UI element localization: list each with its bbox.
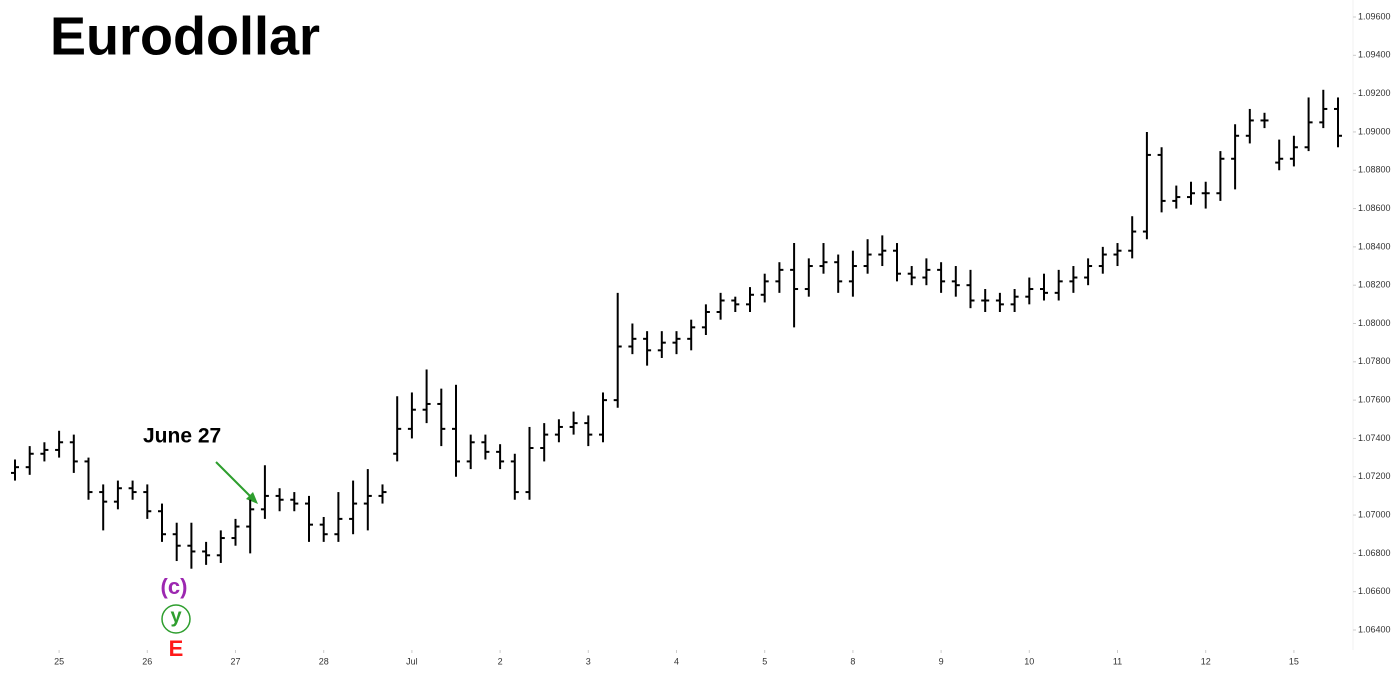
x-tick-label: 26 [142,656,152,666]
y-tick-label: 1.08200 [1358,280,1391,290]
wave-label-e: E [169,636,184,661]
wave-label-c: (c) [161,574,188,599]
x-tick-label: 28 [319,656,329,666]
y-tick-label: 1.06800 [1358,548,1391,558]
x-tick-label: 12 [1201,656,1211,666]
x-tick-label: 25 [54,656,64,666]
x-tick-label: 15 [1289,656,1299,666]
x-tick-label: 8 [850,656,855,666]
annotation-date: June 27 [143,425,221,448]
x-tick-label: 10 [1024,656,1034,666]
annotation-arrowhead [246,492,258,504]
y-tick-label: 1.07800 [1358,356,1391,366]
y-tick-label: 1.06400 [1358,624,1391,634]
y-tick-label: 1.07400 [1358,433,1391,443]
y-tick-label: 1.08400 [1358,241,1391,251]
y-tick-label: 1.09000 [1358,126,1391,136]
y-tick-label: 1.07000 [1358,509,1391,519]
x-tick-label: 5 [762,656,767,666]
x-tick-label: 4 [674,656,679,666]
wave-label-y: y [170,605,182,627]
y-tick-label: 1.08000 [1358,318,1391,328]
y-tick-label: 1.09600 [1358,11,1391,21]
x-tick-label: 3 [586,656,591,666]
wave-circle [161,604,191,634]
x-tick-label: Jul [406,656,418,666]
y-tick-label: 1.08600 [1358,203,1391,213]
y-tick-label: 1.07600 [1358,395,1391,405]
x-tick-label: 27 [230,656,240,666]
x-tick-label: 2 [498,656,503,666]
y-tick-label: 1.06600 [1358,586,1391,596]
y-tick-label: 1.09200 [1358,88,1391,98]
y-tick-label: 1.08800 [1358,165,1391,175]
x-tick-label: 9 [939,656,944,666]
y-tick-label: 1.07200 [1358,471,1391,481]
annotation-arrow [215,461,254,500]
y-tick-label: 1.09400 [1358,50,1391,60]
chart-title: Eurodollar [50,6,320,66]
x-tick-label: 11 [1113,656,1122,666]
